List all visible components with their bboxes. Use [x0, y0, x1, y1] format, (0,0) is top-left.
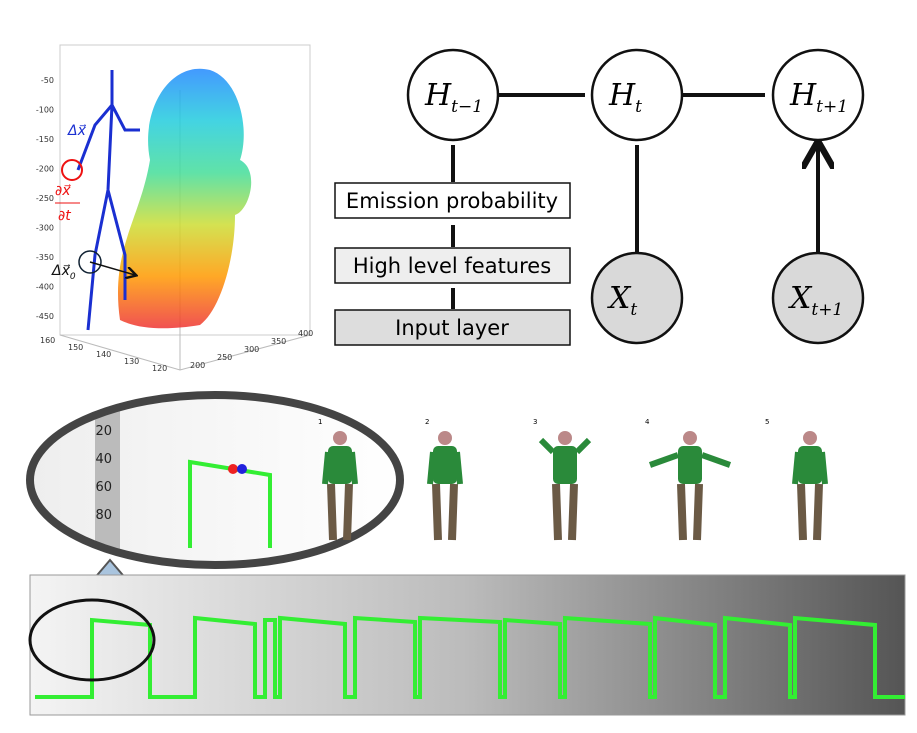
node [590, 48, 684, 142]
node-label: Xt [607, 281, 637, 320]
person-shirt [328, 446, 352, 484]
x-tick-label: 120 [152, 364, 167, 373]
person-shirt [798, 446, 822, 484]
person-head [803, 431, 817, 445]
z-tick-label: -300 [36, 224, 54, 233]
node-label: Xt+1 [788, 281, 843, 320]
person-head [683, 431, 697, 445]
person-head [438, 431, 452, 445]
x-tick-label: 150 [68, 343, 83, 352]
person-arms [322, 451, 358, 485]
layer-label: High level features [353, 254, 551, 278]
person-arms [792, 451, 828, 485]
layer-box [334, 309, 571, 346]
y-tick-label: 400 [298, 329, 313, 338]
y-tick-label: 250 [217, 353, 232, 362]
pose-number: 3 [533, 418, 537, 426]
layer-box [334, 182, 571, 219]
z-tick-label: -350 [36, 253, 54, 262]
pose-number: 2 [425, 418, 429, 426]
joint-marker [61, 159, 83, 181]
pose-number: 4 [645, 418, 650, 426]
annotation: Δx⃗0 [51, 263, 76, 282]
z-tick-label: -450 [36, 312, 54, 321]
node-subscript: t−1 [451, 97, 483, 117]
node-label: Ht+1 [789, 78, 848, 117]
person-legs [797, 483, 823, 541]
person-head [558, 431, 572, 445]
zoom-ellipse [26, 391, 404, 569]
node [771, 251, 865, 345]
node-symbol: H [608, 78, 636, 113]
marker [237, 464, 247, 474]
person-arms [427, 451, 463, 485]
annotation-main: Δx⃗ [51, 263, 71, 279]
poses: 1 2 3 4 5 [318, 418, 828, 541]
person-shirt [553, 446, 577, 484]
layer-label: Input layer [395, 316, 509, 340]
pose-number: 1 [318, 418, 322, 426]
node-symbol: H [789, 78, 817, 113]
signal-strip [28, 574, 906, 716]
y-tick-label: 300 [244, 345, 259, 354]
person-shirt [433, 446, 457, 484]
person-head [333, 431, 347, 445]
arrows [451, 93, 818, 309]
z-tick-label: -100 [36, 106, 54, 115]
person-shirt [678, 446, 702, 484]
person-legs [677, 483, 703, 541]
node-symbol: H [424, 78, 452, 113]
skeleton [76, 70, 140, 331]
z-tick-label: -50 [41, 76, 54, 85]
node-subscript: t+1 [811, 300, 843, 320]
marker [228, 464, 238, 474]
person-legs [552, 483, 578, 541]
annotation: ∂t [58, 208, 71, 224]
point-cloud [117, 68, 252, 329]
z-tick-label: -250 [36, 194, 54, 203]
node [771, 48, 865, 142]
node [406, 48, 500, 142]
person-legs [327, 483, 353, 541]
highlight-ellipse [28, 598, 156, 682]
strip-background [29, 574, 906, 716]
node-label: Ht [608, 78, 642, 117]
y-tick-label: 200 [190, 361, 205, 370]
z-tick-label: -400 [36, 283, 54, 292]
signal-line [35, 615, 905, 699]
layer-label: Emission probability [346, 189, 558, 213]
node-label: Ht−1 [424, 78, 483, 117]
zoom-y-tick: 20 [95, 424, 112, 439]
z-tick-label: -150 [36, 135, 54, 144]
node-subscript: t [635, 97, 642, 117]
person-legs [432, 483, 458, 541]
layer-box [334, 247, 571, 284]
z-tick-label: -200 [36, 165, 54, 174]
person-arms [538, 437, 592, 455]
x-tick-label: 160 [40, 336, 55, 345]
person-arms [648, 452, 732, 468]
zoom-y-tick: 60 [95, 480, 112, 495]
arrow [89, 261, 135, 275]
x-tick-label: 130 [124, 357, 139, 366]
node-subscript: t+1 [816, 97, 848, 117]
pose-number: 5 [765, 418, 769, 426]
annotation-sub: 0 [70, 272, 76, 282]
x-tick-label: 140 [96, 350, 111, 359]
zoom-inset: 20 40 60 80 [26, 391, 404, 601]
node-subscript: t [630, 300, 637, 320]
node-symbol: X [788, 281, 813, 316]
node [590, 251, 684, 345]
node-symbol: X [607, 281, 632, 316]
annotation: ∂x⃗ [55, 183, 71, 199]
point-cloud-plot: Δx⃗ ∂x⃗ ∂t Δx⃗0 -50-100-150-200-250-300-… [36, 44, 313, 373]
joint-marker [78, 250, 102, 274]
zoom-y-tick: 80 [95, 508, 112, 523]
annotation: Δx⃗ [67, 123, 87, 139]
zoom-y-tick: 40 [95, 452, 112, 467]
y-tick-label: 350 [271, 337, 286, 346]
